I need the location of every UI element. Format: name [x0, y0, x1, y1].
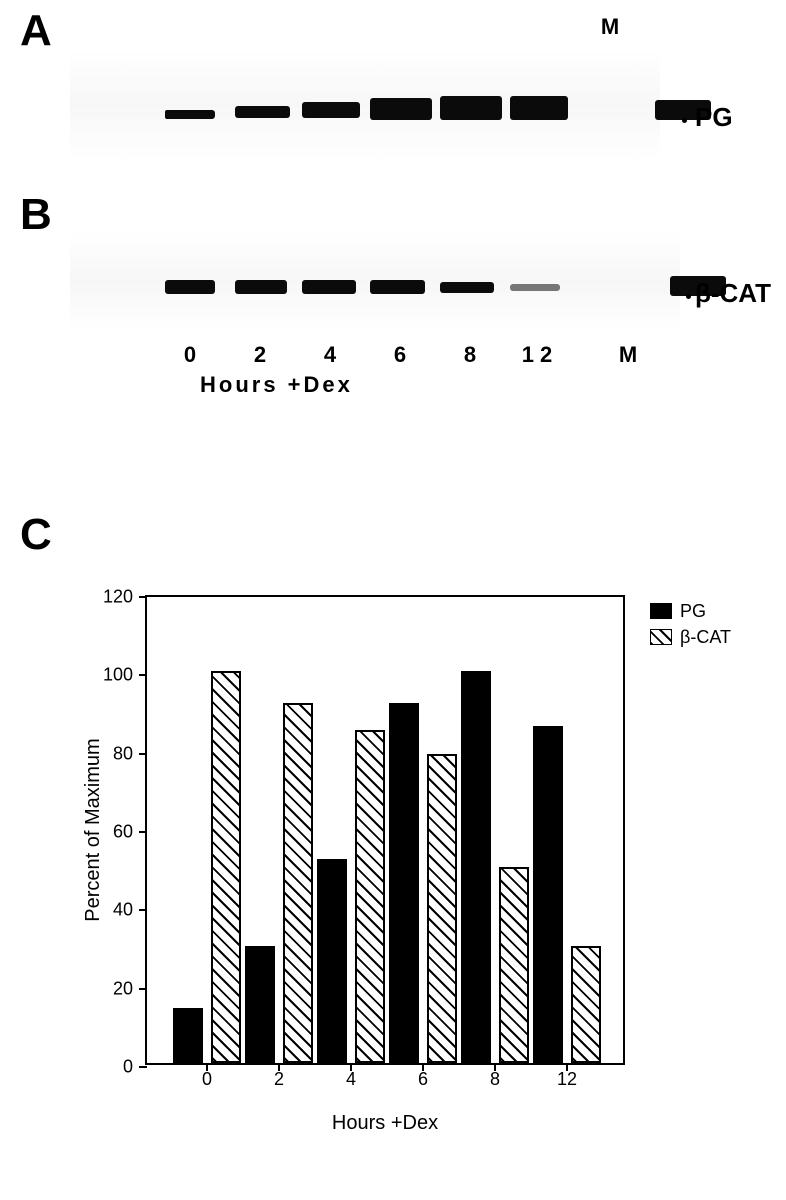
bar-pg-2: [245, 946, 275, 1064]
y-tick-80: [139, 753, 147, 755]
blot-a-band-1: [235, 106, 290, 118]
blot-a-band-0: [165, 110, 215, 119]
blot-b-band-4: [440, 282, 494, 293]
blot-a-band-5: [510, 96, 568, 120]
x-cat-label-8: 8: [490, 1069, 500, 1090]
blot-a-band-2: [302, 102, 360, 118]
y-tick-label-40: 40: [113, 900, 133, 921]
x-tick-12: [566, 1063, 568, 1071]
y-tick-label-80: 80: [113, 743, 133, 764]
x-cat-label-2: 2: [274, 1069, 284, 1090]
x-cat-label-12: 12: [557, 1069, 577, 1090]
blot-a: [70, 50, 660, 160]
blot-time-label-12: 12: [522, 342, 558, 368]
blot-b-band-2: [302, 280, 356, 294]
x-tick-0: [206, 1063, 208, 1071]
blot-b-band-0: [165, 280, 215, 294]
y-axis-title: Percent of Maximum: [82, 738, 105, 921]
legend-item-pg: PG: [650, 598, 731, 624]
bar-bcat-4: [355, 730, 385, 1063]
x-cat-label-4: 4: [346, 1069, 356, 1090]
legend-label-pg: PG: [680, 601, 706, 622]
y-tick-label-100: 100: [103, 665, 133, 686]
y-tick-label-120: 120: [103, 587, 133, 608]
marker-dot-b: [686, 294, 691, 299]
blot-b-band-1: [235, 280, 287, 294]
legend-swatch-bcat: [650, 629, 672, 645]
x-tick-8: [494, 1063, 496, 1071]
marker-col-label-b: M: [619, 342, 637, 368]
bar-pg-4: [317, 859, 347, 1063]
y-tick-label-60: 60: [113, 822, 133, 843]
bar-bcat-0: [211, 671, 241, 1063]
blot-xaxis-caption: Hours +Dex: [200, 372, 353, 398]
bar-pg-0: [173, 1008, 203, 1063]
protein-label-pg: PG: [695, 102, 733, 133]
x-cat-label-6: 6: [418, 1069, 428, 1090]
x-cat-label-0: 0: [202, 1069, 212, 1090]
legend-swatch-pg: [650, 603, 672, 619]
legend-label-bcat: β-CAT: [680, 627, 731, 648]
panel-label-b: B: [20, 190, 52, 240]
bar-bcat-12: [571, 946, 601, 1064]
blot-a-band-4: [440, 96, 502, 120]
bar-pg-8: [461, 671, 491, 1063]
blot-b: [70, 232, 680, 332]
blot-a-band-3: [370, 98, 432, 120]
blot-time-label-4: 4: [324, 342, 336, 368]
legend-item-bcat: β-CAT: [650, 624, 731, 650]
y-tick-20: [139, 988, 147, 990]
y-tick-40: [139, 909, 147, 911]
x-tick-2: [278, 1063, 280, 1071]
blot-time-label-8: 8: [464, 342, 476, 368]
panel-label-a: A: [20, 6, 52, 56]
y-tick-120: [139, 596, 147, 598]
marker-dot-a: [682, 118, 687, 123]
bar-bcat-2: [283, 703, 313, 1063]
blot-b-band-5: [510, 284, 560, 291]
protein-label-bcat: β-CAT: [695, 278, 771, 309]
bar-bcat-8: [499, 867, 529, 1063]
blot-time-label-0: 0: [184, 342, 196, 368]
y-tick-60: [139, 831, 147, 833]
marker-label-a: M: [601, 14, 619, 40]
bar-pg-6: [389, 703, 419, 1063]
x-axis-title: Hours +Dex: [332, 1112, 438, 1135]
blot-time-label-6: 6: [394, 342, 406, 368]
x-tick-4: [350, 1063, 352, 1071]
bar-bcat-6: [427, 754, 457, 1063]
blot-b-band-3: [370, 280, 425, 294]
y-tick-0: [139, 1066, 147, 1068]
y-tick-100: [139, 674, 147, 676]
chart-legend: PG β-CAT: [650, 598, 731, 650]
x-tick-6: [422, 1063, 424, 1071]
y-tick-label-0: 0: [123, 1057, 133, 1078]
y-tick-label-20: 20: [113, 978, 133, 999]
bar-chart: 0204060801001200246812: [145, 595, 625, 1065]
panel-label-c: C: [20, 510, 52, 560]
bar-pg-12: [533, 726, 563, 1063]
blot-time-label-2: 2: [254, 342, 266, 368]
